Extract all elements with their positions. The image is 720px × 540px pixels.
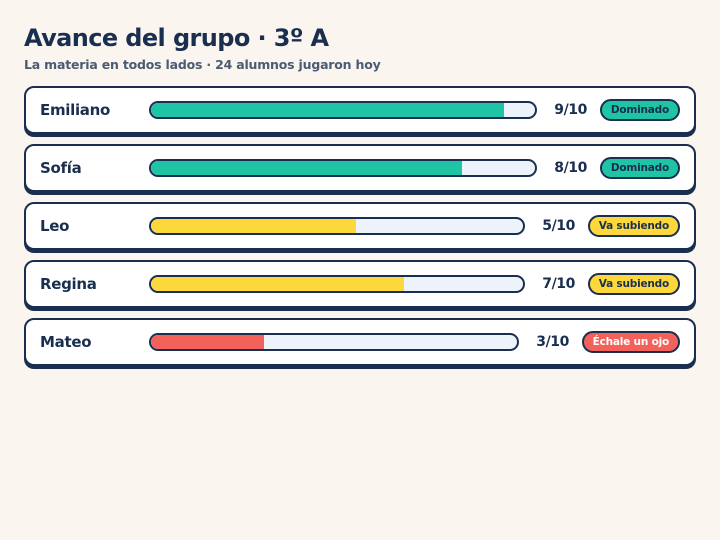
student-score: 8/10 bbox=[554, 160, 587, 176]
status-badge: Va subiendo bbox=[587, 273, 680, 295]
student-row-4[interactable]: Regina 7/10 Va subiendo bbox=[24, 260, 696, 308]
page-title: Avance del grupo · 3º A bbox=[24, 24, 329, 52]
progress-bar bbox=[149, 101, 537, 119]
student-score: 7/10 bbox=[542, 276, 575, 292]
student-row-5[interactable]: Mateo 3/10 Échale un ojo bbox=[24, 318, 696, 366]
student-name: Regina bbox=[40, 275, 97, 293]
progress-fill bbox=[151, 277, 404, 291]
student-list: Emiliano 9/10 Dominado Sofía 8/10 Domina… bbox=[24, 86, 696, 366]
status-badge: Va subiendo bbox=[587, 215, 680, 237]
status-badge: Échale un ojo bbox=[581, 331, 680, 353]
student-name: Emiliano bbox=[40, 101, 111, 119]
student-row-2[interactable]: Sofía 8/10 Dominado bbox=[24, 144, 696, 192]
student-score: 9/10 bbox=[554, 102, 587, 118]
student-name: Leo bbox=[40, 217, 70, 235]
progress-fill bbox=[151, 335, 265, 349]
student-score: 5/10 bbox=[542, 218, 575, 234]
student-name: Sofía bbox=[40, 159, 82, 177]
progress-bar bbox=[149, 333, 519, 351]
progress-fill bbox=[151, 103, 505, 117]
page-subtitle: La materia en todos lados · 24 alumnos j… bbox=[24, 57, 381, 72]
status-badge: Dominado bbox=[599, 157, 680, 179]
student-row-1[interactable]: Emiliano 9/10 Dominado bbox=[24, 86, 696, 134]
progress-bar bbox=[149, 159, 537, 177]
progress-bar bbox=[149, 275, 525, 293]
student-name: Mateo bbox=[40, 333, 92, 351]
status-badge: Dominado bbox=[599, 99, 680, 121]
student-row-3[interactable]: Leo 5/10 Va subiendo bbox=[24, 202, 696, 250]
progress-fill bbox=[151, 161, 463, 175]
progress-fill bbox=[151, 219, 356, 233]
student-score: 3/10 bbox=[536, 334, 569, 350]
progress-bar bbox=[149, 217, 525, 235]
